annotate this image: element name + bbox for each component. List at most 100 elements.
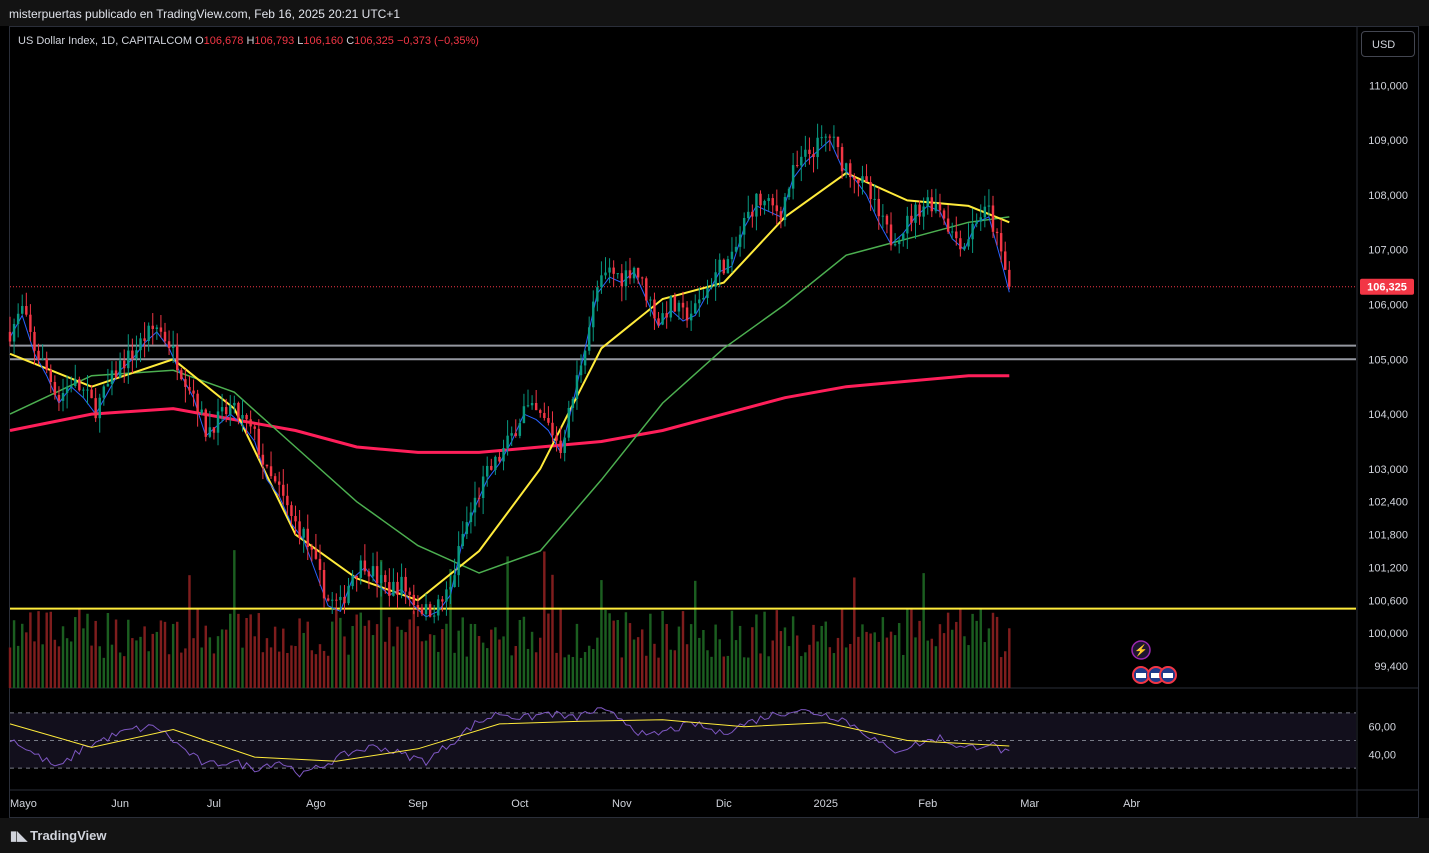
candle-body — [216, 411, 220, 433]
candle-body — [485, 465, 489, 477]
volume-bar — [800, 656, 803, 688]
volume-bar — [502, 636, 505, 688]
chart-frame — [9, 26, 1419, 818]
volume-bar — [347, 654, 350, 688]
volume-bar — [718, 639, 721, 688]
time-tick-label: Dic — [716, 798, 732, 810]
price-tick-label: 107,000 — [1368, 245, 1408, 257]
low-label: L — [297, 35, 304, 47]
candle-body — [441, 599, 444, 602]
volume-bar — [41, 644, 44, 688]
volume-bar — [861, 624, 864, 688]
volume-bar — [74, 617, 77, 688]
candle-body — [730, 251, 734, 260]
candle-body — [61, 392, 65, 401]
candle-body — [245, 415, 248, 420]
volume-bar — [29, 612, 32, 688]
volume-bar — [445, 623, 448, 688]
volume-bar — [127, 619, 130, 688]
candle-body — [710, 286, 713, 288]
volume-bar — [379, 559, 383, 688]
candle-body — [665, 313, 668, 318]
volume-bar — [57, 646, 61, 688]
volume-bar — [983, 642, 987, 688]
volume-bar — [208, 637, 212, 688]
volume-bar — [510, 655, 513, 688]
volume-bar — [959, 609, 962, 688]
candle-body — [844, 163, 848, 172]
candle-body — [849, 163, 852, 178]
volume-bar — [963, 636, 966, 688]
candle-body — [897, 240, 901, 245]
candle-body — [840, 147, 844, 172]
candle-body — [808, 149, 811, 154]
footer-bar: ▮◣ TradingView — [0, 818, 1429, 853]
volume-bar — [938, 624, 942, 688]
candle-body — [143, 338, 146, 342]
volume-bar — [102, 657, 106, 688]
volume-bar — [579, 657, 583, 688]
volume-bar — [220, 629, 224, 688]
time-tick-label: Ago — [306, 798, 326, 810]
candle-body — [881, 215, 885, 217]
volume-bar — [738, 625, 742, 688]
time-tick-label: Abr — [1123, 798, 1140, 810]
candle-body — [914, 204, 917, 223]
volume-bar — [90, 645, 93, 688]
candle-body — [518, 423, 522, 436]
volume-bar — [616, 620, 619, 688]
volume-bar — [783, 627, 787, 688]
volume-bar — [824, 621, 827, 688]
candle-body — [906, 215, 909, 234]
currency-button[interactable]: USD — [1361, 31, 1415, 57]
candle-body — [388, 582, 391, 596]
candle-body — [290, 505, 293, 517]
volume-bar — [229, 613, 232, 688]
volume-bar — [987, 628, 991, 688]
candle-body — [865, 176, 868, 183]
candle-body — [563, 437, 566, 454]
volume-bar — [302, 632, 305, 688]
close-value: 106,325 — [354, 35, 394, 47]
volume-bar — [322, 650, 326, 688]
tradingview-logo[interactable]: ▮◣ TradingView — [10, 828, 107, 844]
volume-bar — [995, 616, 999, 688]
candle-body — [392, 581, 395, 596]
candle-body — [171, 345, 175, 348]
candle-body — [453, 575, 456, 588]
volume-bar — [869, 633, 872, 688]
candle-body — [49, 370, 53, 382]
volume-bar — [604, 609, 607, 688]
volume-bar — [375, 624, 379, 688]
candle-body — [645, 278, 648, 301]
candle-body — [734, 246, 738, 252]
candle-body — [526, 405, 530, 407]
volume-bar — [853, 577, 856, 688]
lightning-icon[interactable] — [1131, 640, 1151, 660]
candle-body — [196, 393, 199, 414]
candle-body — [167, 341, 171, 348]
high-value: 106,793 — [254, 35, 295, 47]
volume-bar — [567, 654, 571, 688]
volume-bar — [167, 654, 171, 688]
time-tick-label: Nov — [612, 798, 632, 810]
volume-bar — [192, 638, 195, 688]
volume-bar — [37, 611, 40, 688]
volume-bar — [592, 648, 595, 688]
volume-bar — [453, 652, 456, 688]
volume-bar — [253, 636, 256, 688]
volume-bar — [469, 623, 473, 688]
price-tick-label: 101,800 — [1368, 530, 1408, 542]
ma-red-line — [9, 374, 1010, 454]
candle-body — [600, 275, 603, 288]
tradingview-logo-icon: ▮◣ — [10, 828, 28, 843]
candle-body — [722, 259, 726, 274]
volume-bar — [910, 608, 913, 688]
volume-bar — [534, 652, 538, 688]
candle-body — [820, 137, 823, 139]
volume-bar — [775, 610, 779, 688]
candle-body — [583, 350, 587, 366]
candle-body — [437, 599, 440, 616]
volume-bar — [290, 645, 293, 688]
